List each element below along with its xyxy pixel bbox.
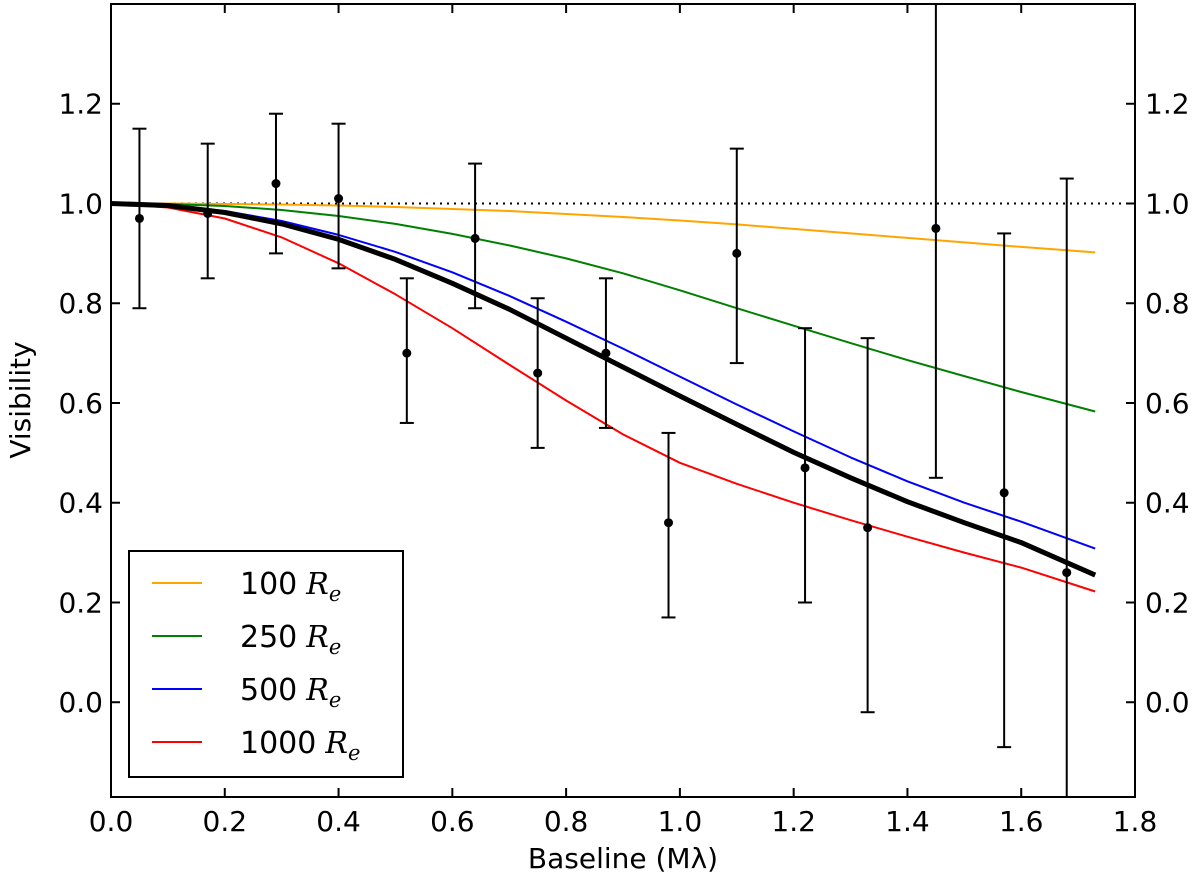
y-tick-label-left: 0.0 [58,686,103,719]
y-axis-label: Visibility [4,341,37,458]
y-tick-label-left: 0.8 [58,287,103,320]
data-point [203,208,213,218]
data-point [732,248,742,258]
y-tick-label-left: 1.2 [58,88,103,121]
data-point [1062,568,1072,578]
x-tick-label: 0.8 [544,805,589,838]
data-point [999,488,1009,498]
y-tick-label-right: 0.8 [1145,287,1190,320]
legend-label-1000: 1000 Re [240,726,360,765]
y-tick-label-left: 0.6 [58,387,103,420]
data-point [931,223,941,233]
y-tick-label-right: 1.2 [1145,88,1190,121]
data-point [800,463,810,473]
y-tick-label-right: 0.0 [1145,686,1190,719]
y-tick-label-right: 0.4 [1145,487,1190,520]
plot-frame [110,3,1136,798]
data-point [402,348,412,358]
data-point [134,213,144,223]
series-line-250 [111,202,1096,413]
x-tick-label: 1.2 [771,805,816,838]
data-point [533,368,543,378]
x-tick-label: 0.0 [89,805,134,838]
series-line-model-fit [111,201,1097,578]
y-tick-label-right: 0.2 [1145,586,1190,619]
y-tick-label-left: 0.2 [58,586,103,619]
x-tick-label: 1.8 [1113,805,1158,838]
series-line-1000 [111,202,1096,593]
legend-label-100: 100 Re [240,567,341,606]
data-point [863,523,873,533]
legend-label-250: 250 Re [240,620,341,659]
x-tick-label: 0.2 [203,805,248,838]
data-point [664,518,674,528]
x-tick-label: 1.4 [885,805,930,838]
x-tick-label: 1.6 [999,805,1044,838]
y-tick-label-left: 0.4 [58,487,103,520]
x-axis-label: Baseline (Mλ) [528,842,718,875]
series-line-100 [111,202,1096,254]
legend-label-500: 500 Re [240,673,341,712]
y-tick-label-right: 0.6 [1145,387,1190,420]
x-tick-label: 1.0 [658,805,703,838]
data-point [470,233,480,243]
data-point [601,348,611,358]
series-line-500 [111,202,1096,550]
data-point [334,194,344,204]
x-tick-label: 0.6 [430,805,475,838]
x-tick-label: 0.4 [316,805,361,838]
y-tick-label-left: 1.0 [58,187,103,220]
legend-box [128,550,404,778]
y-tick-label-right: 1.0 [1145,187,1190,220]
data-point [271,179,281,189]
legend: 100 Re 250 Re 500 Re 1000 Re [128,550,404,778]
